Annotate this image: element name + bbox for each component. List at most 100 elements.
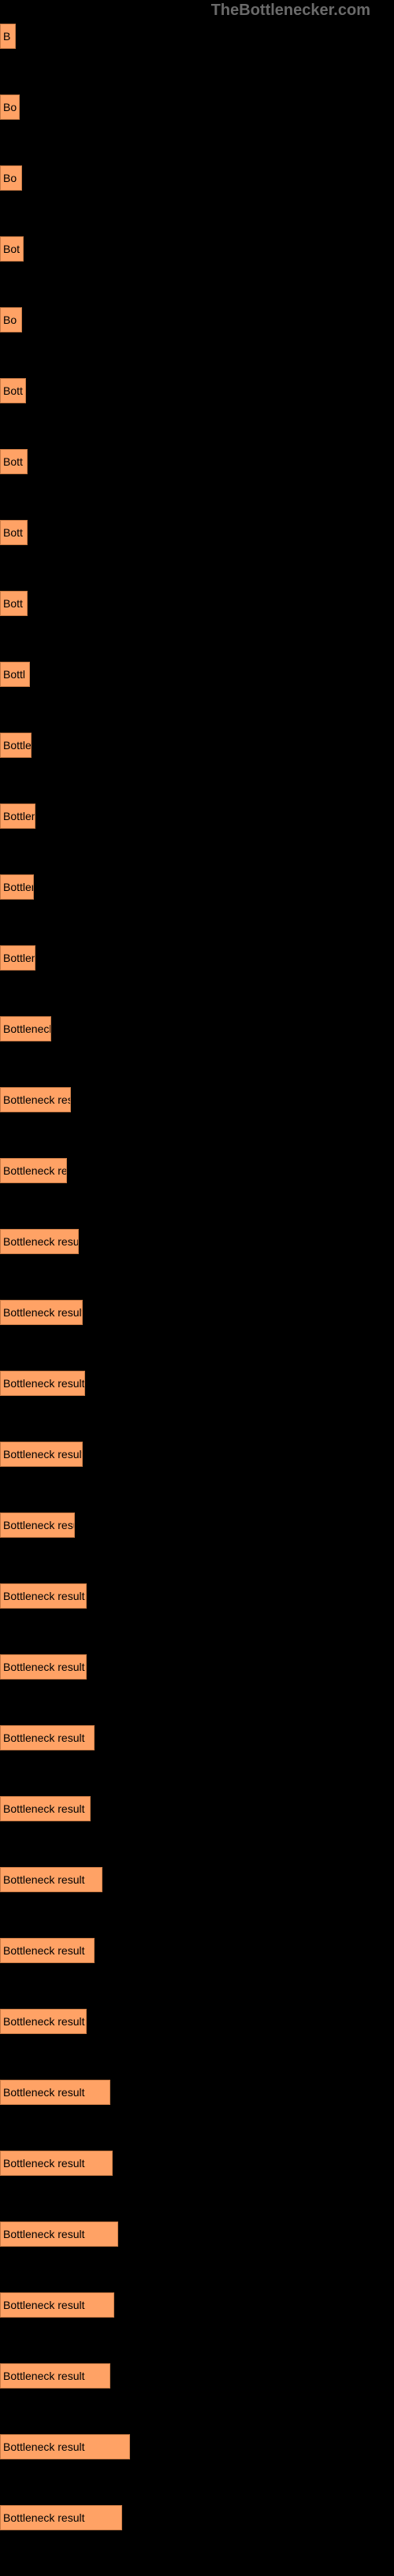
chart-bar: Bottleneck result (0, 2151, 113, 2176)
bar-row: Bottleneck result (0, 1583, 394, 1609)
chart-bar: Bottlen (0, 874, 34, 900)
bar-label: Bottleneck (3, 1023, 51, 1035)
chart-bar: Bottleneck result (0, 1300, 83, 1325)
bar-row: Bottlen (0, 945, 394, 971)
chart-bar: Bottleneck result (0, 2363, 110, 2389)
bar-label: Bottleneck result (3, 2015, 85, 2028)
chart-bar: Bott (0, 591, 28, 616)
chart-bar: Bottleneck result (0, 2222, 118, 2247)
watermark-text: TheBottlenecker.com (211, 2, 370, 20)
bar-row: B (0, 24, 394, 49)
chart-bar: Bo (0, 165, 22, 191)
chart-bar: Bott (0, 449, 28, 474)
bar-label: Bott (3, 597, 23, 610)
chart-bar: Bott (0, 520, 28, 545)
chart-bar: Bottleneck result (0, 2505, 122, 2530)
bar-row: Bottleneck result (0, 1654, 394, 1680)
bar-row: Bottleneck res (0, 1087, 394, 1112)
bar-row: Bottleneck result (0, 1725, 394, 1750)
bar-row: Bottleneck result (0, 1867, 394, 1892)
bar-row: Bottleneck result (0, 2292, 394, 2318)
chart-bar: Bottleneck re (0, 1158, 67, 1183)
chart-bar: Bottleneck result (0, 1371, 85, 1396)
bar-row: Bottleneck resu (0, 1513, 394, 1538)
bar-label: Bottleneck result (3, 1944, 85, 1957)
chart-bar: Bottl (0, 662, 30, 687)
chart-bar: Bottleneck result (0, 2434, 130, 2459)
bar-label: Bott (3, 384, 23, 397)
chart-bar: Bottle (0, 733, 32, 758)
bar-row: Bot (0, 236, 394, 262)
bar-row: Bottl (0, 662, 394, 687)
bar-row: Bottleneck (0, 1016, 394, 1041)
chart-bar: Bo (0, 307, 22, 332)
chart-bar: Bottleneck result (0, 1229, 79, 1254)
chart-bar: Bottleneck res (0, 1087, 71, 1112)
chart-bar: Bottleneck result (0, 1583, 87, 1609)
chart-bar: Bottleneck resu (0, 1513, 75, 1538)
bar-row: Bottleneck result (0, 1300, 394, 1325)
chart-bar: Bot (0, 236, 24, 262)
chart-bar: Bottleneck result (0, 1938, 95, 1963)
bar-row: Bottleneck result (0, 2363, 394, 2389)
bar-label: Bo (3, 172, 17, 184)
bar-row: Bottleneck result (0, 1938, 394, 1963)
chart-bar: Bottleneck result (0, 1725, 95, 1750)
horizontal-bar-chart: B Bo Bo Bot Bo Bott Bott Bott Bott Bottl Bottle Bot… (0, 0, 394, 2530)
bar-label: Bottleneck result (3, 2370, 85, 2382)
bar-label: Bottleneck result (3, 1306, 83, 1319)
bar-row: Bottleneck result (0, 1229, 394, 1254)
bar-label: Bo (3, 314, 17, 326)
bar-row: Bott (0, 378, 394, 403)
bar-row: Bott (0, 520, 394, 545)
bar-label: Bottle (3, 739, 32, 752)
bar-row: Bott (0, 591, 394, 616)
bar-label: Bottleneck result (3, 1802, 85, 1815)
bar-label: Bottlen (3, 881, 34, 893)
bar-label: Bo (3, 101, 17, 113)
chart-bar: Bottleneck (0, 1016, 51, 1041)
bar-label: Bottleneck result (3, 2299, 85, 2311)
chart-bar: Bottleneck result (0, 2292, 114, 2318)
bar-label: Bottleneck result (3, 2441, 85, 2453)
bar-row: Bott (0, 449, 394, 474)
bar-label: Bottleneck result (3, 1377, 85, 1390)
bar-label: Bottlen (3, 952, 35, 964)
bar-label: B (3, 30, 10, 43)
chart-bar: Bottleneck result (0, 1867, 102, 1892)
bar-row: Bottleneck result (0, 1442, 394, 1467)
bar-label: Bottleneck result (3, 1732, 85, 1744)
chart-bar: Bottlen (0, 804, 35, 829)
bar-label: Bott (3, 526, 23, 539)
bar-row: Bottleneck re (0, 1158, 394, 1183)
chart-bar: B (0, 24, 16, 49)
chart-bar: Bo (0, 95, 20, 120)
bar-row: Bo (0, 307, 394, 332)
chart-bar: Bott (0, 378, 26, 403)
bar-label: Bottleneck result (3, 2511, 85, 2524)
bar-label: Bottleneck re (3, 1164, 67, 1177)
bar-row: Bo (0, 165, 394, 191)
bar-label: Bot (3, 243, 20, 255)
bar-row: Bottleneck result (0, 2151, 394, 2176)
chart-bar: Bottleneck result (0, 1796, 91, 1821)
chart-bar: Bottlen (0, 945, 35, 971)
bar-label: Bottleneck result (3, 1873, 85, 1886)
bar-label: Bottleneck result (3, 2086, 85, 2099)
bar-row: Bo (0, 95, 394, 120)
bar-row: Bottleneck result (0, 2080, 394, 2105)
bar-label: Bottleneck result (3, 1235, 79, 1248)
chart-bar: Bottleneck result (0, 1442, 83, 1467)
chart-bar: Bottleneck result (0, 1654, 87, 1680)
chart-bar: Bottleneck result (0, 2009, 87, 2034)
bar-label: Bottleneck result (3, 1590, 85, 1602)
bar-label: Bottleneck result (3, 2228, 85, 2240)
bar-row: Bottleneck result (0, 2505, 394, 2530)
bar-row: Bottle (0, 733, 394, 758)
chart-bar: Bottleneck result (0, 2080, 110, 2105)
bar-label: Bottlen (3, 810, 35, 822)
bar-row: Bottleneck result (0, 2434, 394, 2459)
bar-label: Bottleneck resu (3, 1519, 75, 1531)
bar-label: Bottl (3, 668, 25, 681)
bar-row: Bottleneck result (0, 1796, 394, 1821)
